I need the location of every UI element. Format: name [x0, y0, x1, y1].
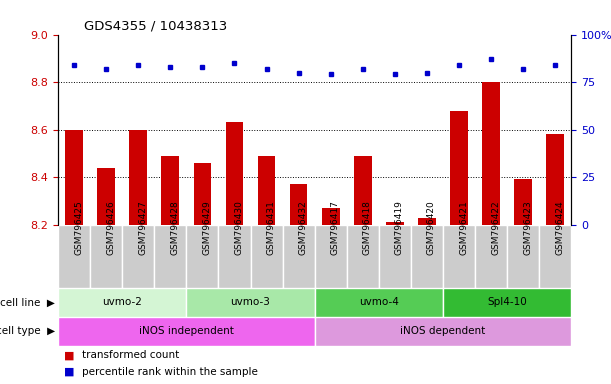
Bar	[418, 217, 436, 225]
Text: GSM796432: GSM796432	[299, 200, 307, 255]
Bar	[283, 225, 315, 288]
Bar	[225, 122, 243, 225]
Text: GSM796417: GSM796417	[331, 200, 340, 255]
Bar	[90, 225, 122, 288]
Bar	[290, 184, 307, 225]
Bar	[155, 225, 186, 288]
Bar	[315, 288, 443, 317]
Text: iNOS dependent: iNOS dependent	[400, 326, 486, 336]
Bar	[322, 208, 340, 225]
Text: uvmo-2: uvmo-2	[102, 297, 142, 308]
Bar	[450, 111, 468, 225]
Bar	[122, 225, 155, 288]
Text: Spl4-10: Spl4-10	[487, 297, 527, 308]
Text: GSM796421: GSM796421	[459, 200, 468, 255]
Bar	[540, 225, 571, 288]
Text: percentile rank within the sample: percentile rank within the sample	[82, 366, 258, 377]
Bar	[386, 222, 404, 225]
Text: GSM796423: GSM796423	[523, 200, 532, 255]
Text: uvmo-4: uvmo-4	[359, 297, 399, 308]
Bar	[507, 225, 540, 288]
Bar	[546, 134, 564, 225]
Text: ■: ■	[64, 366, 75, 377]
Text: GSM796429: GSM796429	[202, 200, 211, 255]
Bar	[161, 156, 179, 225]
Text: cell line  ▶: cell line ▶	[0, 297, 55, 308]
Text: GSM796428: GSM796428	[170, 200, 179, 255]
Bar	[251, 225, 283, 288]
Text: iNOS independent: iNOS independent	[139, 326, 234, 336]
Bar	[354, 156, 371, 225]
Bar	[443, 288, 571, 317]
Bar	[186, 225, 219, 288]
Text: GSM796427: GSM796427	[138, 200, 147, 255]
Bar	[186, 288, 315, 317]
Bar	[315, 317, 571, 346]
Text: GSM796430: GSM796430	[235, 200, 243, 255]
Text: GSM796426: GSM796426	[106, 200, 115, 255]
Text: GSM796425: GSM796425	[74, 200, 83, 255]
Bar	[97, 167, 115, 225]
Text: GDS4355 / 10438313: GDS4355 / 10438313	[84, 19, 227, 32]
Text: GSM796419: GSM796419	[395, 200, 404, 255]
Bar	[194, 163, 211, 225]
Bar	[379, 225, 411, 288]
Text: ■: ■	[64, 350, 75, 360]
Bar	[58, 225, 90, 288]
Text: GSM796418: GSM796418	[363, 200, 371, 255]
Text: GSM796424: GSM796424	[555, 200, 564, 255]
Bar	[443, 225, 475, 288]
Bar	[130, 129, 147, 225]
Bar	[347, 225, 379, 288]
Text: transformed count: transformed count	[82, 350, 180, 360]
Bar	[219, 225, 251, 288]
Bar	[514, 179, 532, 225]
Text: uvmo-3: uvmo-3	[230, 297, 271, 308]
Bar	[482, 82, 500, 225]
Bar	[58, 288, 186, 317]
Text: GSM796420: GSM796420	[427, 200, 436, 255]
Text: cell type  ▶: cell type ▶	[0, 326, 55, 336]
Bar	[65, 129, 83, 225]
Bar	[411, 225, 443, 288]
Bar	[258, 156, 276, 225]
Text: GSM796431: GSM796431	[266, 200, 276, 255]
Bar	[475, 225, 507, 288]
Bar	[315, 225, 347, 288]
Text: GSM796422: GSM796422	[491, 200, 500, 255]
Bar	[58, 317, 315, 346]
